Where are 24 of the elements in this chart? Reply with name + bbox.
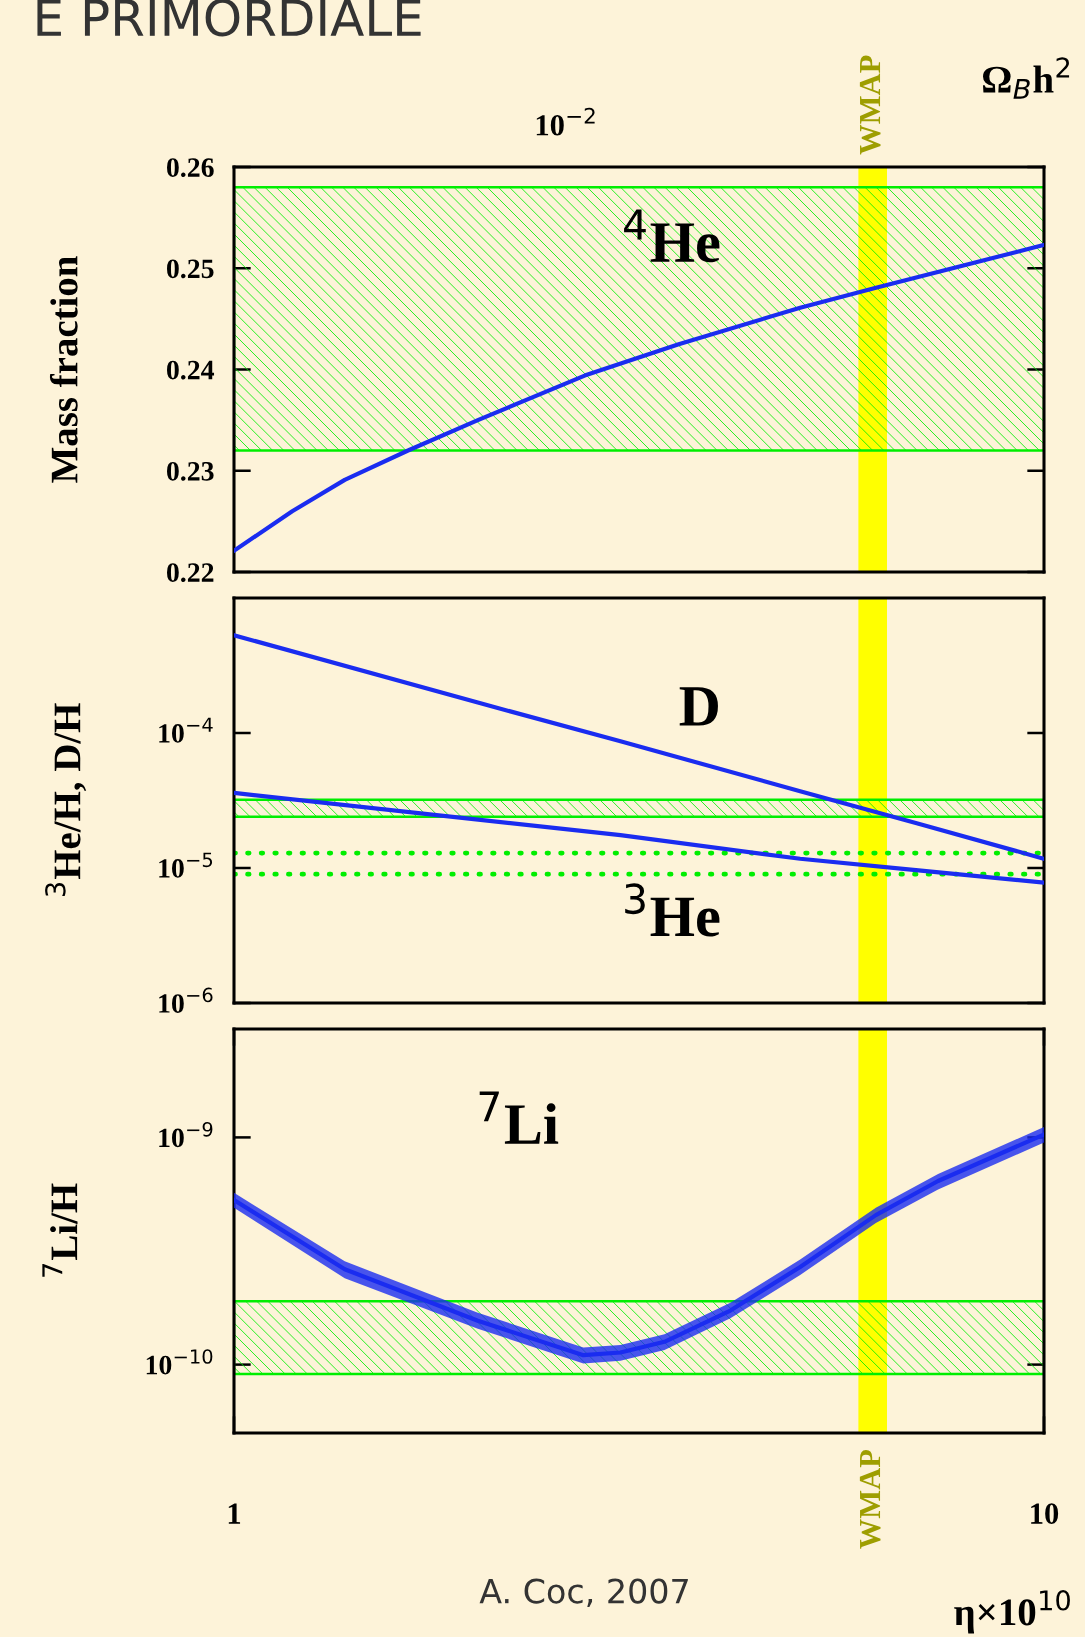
y-tick-label: 0.23 (167, 461, 214, 481)
y-tick-label: 10$^{−10}$ (146, 1349, 213, 1375)
y-axis-title: $^{3}$He/H, D/H (45, 703, 87, 897)
y-tick-label: 10$^{−4}$ (159, 717, 213, 743)
y-tick-label: 10$^{−5}$ (159, 852, 213, 878)
text: A. Coc, 2007 (479, 1578, 688, 1608)
y-tick-label: 10$^{−9}$ (159, 1121, 213, 1148)
x2-axis-title: Ω$_{B}$h$^{2}$ (982, 57, 1070, 99)
band-label: WMAP (859, 55, 881, 155)
y-tick-label: 0.24 (167, 360, 215, 380)
annotation: $^{7}$Li (479, 1091, 559, 1144)
annotation: $^{3}$He (625, 883, 720, 937)
y-tick-label: 10$^{−6}$ (159, 987, 213, 1013)
y-tick-label: 0.26 (167, 158, 214, 178)
x-tick-label: 1 (228, 1503, 241, 1524)
x-axis-title: η×10$^{10}$ (954, 1590, 1070, 1634)
y-axis-title: Mass fraction (49, 256, 78, 483)
y-tick-label: 0.25 (167, 259, 214, 279)
band-label: WMAP (859, 1450, 881, 1549)
text: 10$^{−2}$ (536, 107, 595, 136)
x-tick-label: 10 (1031, 1503, 1059, 1524)
y-axis-title: $^{7}$Li/H (42, 1183, 78, 1277)
y-tick-label: 0.22 (167, 563, 214, 583)
annotation: D (679, 687, 718, 726)
